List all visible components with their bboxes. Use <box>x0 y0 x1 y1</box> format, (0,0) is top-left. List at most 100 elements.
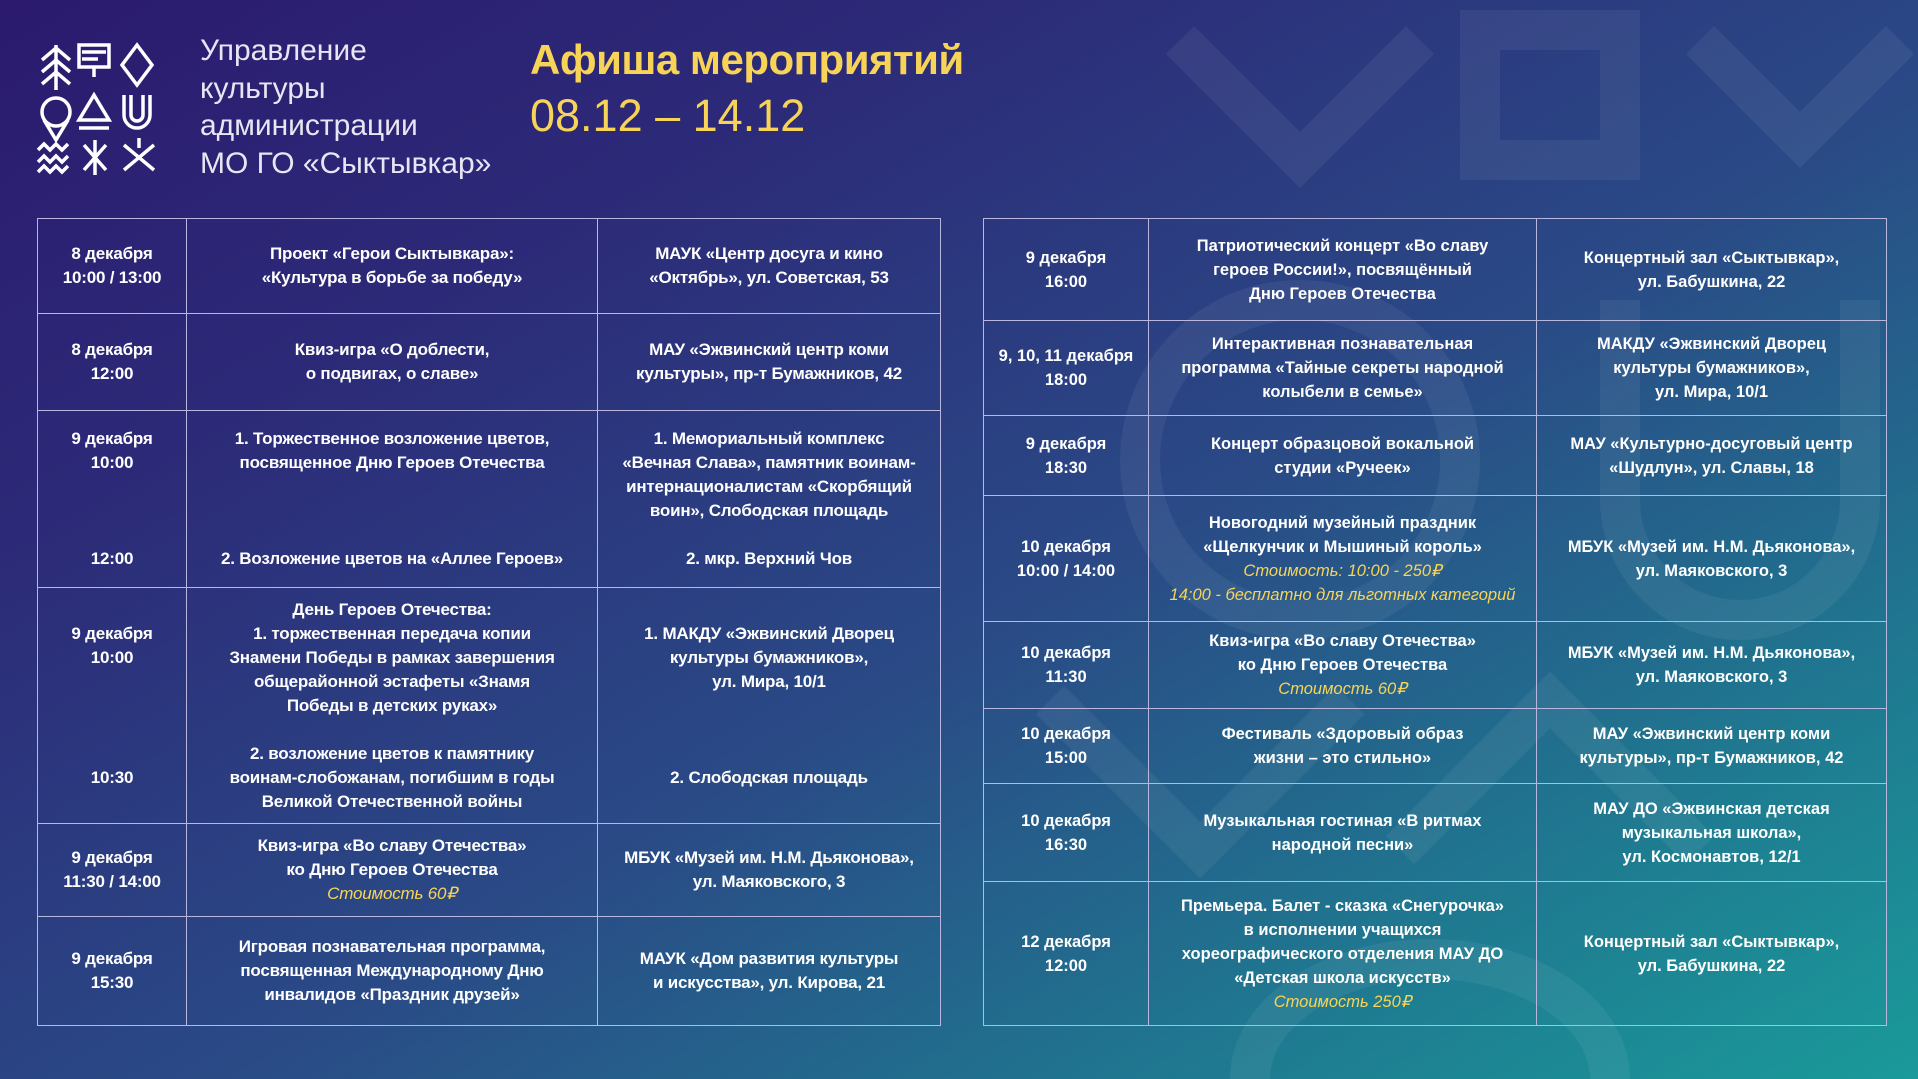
cell-line: «Щелкунчик и Мышиный король» <box>1203 537 1482 556</box>
cell-line: 1. торжественная передача копии <box>253 623 531 643</box>
cell-line: ко Дню Героев Отечества <box>1237 656 1448 674</box>
cell-line: Великой Отечественной войны <box>261 791 523 811</box>
cell-line: студии «Ручеек» <box>1274 458 1411 477</box>
org-line: Управление <box>200 34 367 67</box>
cell-line: музыкальная школа», <box>1621 823 1802 842</box>
table-row: 9 декабря 15:30 Игровая познавательная про… <box>37 916 941 1026</box>
date-time-cell: 9 декабря 18:30 <box>983 415 1149 496</box>
cell-line: 9, 10, 11 декабря <box>998 347 1134 365</box>
cell-line: 10:00 / 13:00 <box>62 268 162 287</box>
event-cell: Музыкальная гостиная «В ритмах народной п… <box>1148 783 1537 882</box>
venue-cell: 1. Мемориальный комплекс «Вечная Слава», … <box>597 410 941 588</box>
cell-line: героев России!», посвящённый <box>1213 260 1472 279</box>
cell-line: программа «Тайные секреты народной <box>1181 359 1504 377</box>
venue-cell: МАУ «Культурно-досуговый центр «Шудлун», … <box>1536 415 1887 496</box>
events-table-right: 9 декабря 16:00 Патриотический концерт «Во… <box>983 218 1887 1026</box>
venue-cell: 1. МАКДУ «Эжвинский Дворец культуры бумаж… <box>597 587 941 824</box>
cell-line <box>604 790 934 814</box>
cell-line: ул. Бабушкина, 22 <box>1637 272 1786 291</box>
cell-line: Фестиваль «Здоровый образ <box>1221 725 1464 743</box>
cell-line <box>604 598 934 622</box>
date-time-cell: 8 декабря 12:00 <box>37 313 187 411</box>
date-time-cell: 9 декабря 10:00 10:30 <box>37 587 187 824</box>
cell-line: 16:30 <box>1044 835 1088 854</box>
org-line: администрации <box>200 109 418 142</box>
cell-line: 9 декабря <box>1025 434 1107 453</box>
cell-line: жизни – это стильно» <box>1253 749 1432 767</box>
date-range: 08.12 – 14.12 <box>530 90 806 141</box>
date-time-cell: 9, 10, 11 декабря 18:00 <box>983 320 1149 416</box>
price-note: Стоимость 60₽ <box>1278 680 1407 698</box>
cell-line: 2. мкр. Верхний Чов <box>685 549 853 568</box>
cell-line: Дню Героев Отечества <box>1249 284 1436 303</box>
table-row: 10 декабря 10:00 / 14:00 Новогодний музейн… <box>983 495 1887 622</box>
price-note: Стоимость 250₽ <box>1273 992 1412 1011</box>
cell-line: Квиз-игра «Во славу Отечества» <box>257 836 527 855</box>
organization-name: Управление культуры администрации МО ГО … <box>200 32 491 182</box>
org-line: МО ГО «Сыктывкар» <box>200 146 492 180</box>
cell-line: 2. Слободская площадь <box>670 767 868 787</box>
cell-line: народной песни» <box>1271 835 1414 854</box>
logo-ornament-icon <box>36 42 156 175</box>
cell-line: Концертный зал «Сыктывкар», <box>1583 932 1840 951</box>
cell-line: 10 декабря <box>1021 811 1111 830</box>
cell-line: «Шудлун», ул. Славы, 18 <box>1609 458 1814 477</box>
venue-cell: МАУ ДО «Эжвинская детская музыкальная шко… <box>1536 783 1887 882</box>
table-row: 8 декабря 12:00 Квиз-игра «О доблести, о по… <box>37 313 941 411</box>
price-note: 14:00 - бесплатно для льготных категорий <box>1169 585 1516 604</box>
table-row: 9 декабря 11:30 / 14:00 Квиз-игра «Во слав… <box>37 823 941 917</box>
event-cell: Квиз-игра «Во славу Отечества» ко Дню Гер… <box>1148 621 1537 709</box>
table-row: 8 декабря 10:00 / 13:00 Проект «Герои Сыкт… <box>37 218 941 314</box>
cell-line: Концертный зал «Сыктывкар», <box>1583 248 1840 267</box>
date-time-cell: 10 декабря 10:00 / 14:00 <box>983 495 1149 622</box>
cell-line: 10:00 <box>90 453 134 472</box>
cell-line <box>44 742 180 766</box>
cell-line: «Вечная Слава», памятник воинам- <box>622 453 916 472</box>
cell-line: 9 декабря <box>71 949 153 968</box>
cell-line: Проект «Герои Сыктывкара»: <box>270 244 514 263</box>
cell-line: 10 декабря <box>1021 537 1111 556</box>
table-row: 10 декабря 15:00 Фестиваль «Здоровый образ… <box>983 708 1887 784</box>
cell-line: «Культура в борьбе за победу» <box>261 268 523 287</box>
events-table-left: 8 декабря 10:00 / 13:00 Проект «Герои Сыкт… <box>37 218 941 1026</box>
venue-cell: МАУ «Эжвинский центр коми культуры», пр-т… <box>597 313 941 411</box>
cell-line <box>193 499 591 523</box>
cell-line: ул. Космонавтов, 12/1 <box>1622 847 1801 866</box>
cell-line <box>44 499 180 523</box>
cell-line: 8 декабря <box>71 340 153 359</box>
cell-line: ко Дню Героев Отечества <box>286 860 498 879</box>
event-cell: Концерт образцовой вокальной студии «Руче… <box>1148 415 1537 496</box>
cell-line: ул. Мира, 10/1 <box>712 671 826 691</box>
cell-line: Концерт образцовой вокальной <box>1210 434 1475 453</box>
venue-cell: Концертный зал «Сыктывкар», ул. Бабушкина… <box>1536 218 1887 321</box>
cell-line: Квиз-игра «О доблести, <box>294 340 490 359</box>
table-row: 9 декабря 16:00 Патриотический концерт «Во… <box>983 218 1887 321</box>
venue-cell: МАУК «Дом развития культуры и искусства»,… <box>597 916 941 1026</box>
event-cell: 1. Торжественное возложение цветов, посвя… <box>186 410 598 588</box>
org-line: культуры <box>200 71 326 105</box>
date-time-cell: 10 декабря 11:30 <box>983 621 1149 709</box>
cell-line: Квиз-игра «Во славу Отечества» <box>1209 632 1476 650</box>
cell-line: МБУК «Музей им. Н.М. Дьяконова», <box>624 848 914 867</box>
table-row: 12 декабря 12:00 Премьера. Балет - сказка … <box>983 881 1887 1026</box>
cell-line: 11:30 <box>1045 668 1087 686</box>
cell-line: 12 декабря <box>1021 932 1111 951</box>
cell-line: 15:30 <box>90 973 134 992</box>
cell-line: 9 декабря <box>71 623 153 643</box>
cell-line: культуры бумажников», <box>1613 359 1810 377</box>
price-note: Стоимость 60₽ <box>327 884 457 903</box>
cell-line: МБУК «Музей им. Н.М. Дьяконова», <box>1567 537 1856 556</box>
cell-line: МАУК «Дом развития культуры <box>639 949 899 968</box>
event-cell: Игровая познавательная программа, посвяще… <box>186 916 598 1026</box>
cell-line: 9 декабря <box>71 429 153 448</box>
date-time-cell: 12 декабря 12:00 <box>983 881 1149 1026</box>
cell-line: «Октябрь», ул. Советская, 53 <box>649 268 889 287</box>
cell-line: 9 декабря <box>71 848 153 867</box>
cell-line: МБУК «Музей им. Н.М. Дьяконова», <box>1567 644 1856 662</box>
price-note: Стоимость: 10:00 - 250₽ <box>1243 561 1442 580</box>
cell-line: 9 декабря <box>1025 248 1107 267</box>
event-cell: Фестиваль «Здоровый образ жизни – это сти… <box>1148 708 1537 784</box>
venue-cell: МАУК «Центр досуга и кино «Октябрь», ул. … <box>597 218 941 314</box>
cell-line: 2. возложение цветов к памятнику <box>249 743 535 763</box>
table-row: 10 декабря 16:30 Музыкальная гостиная «В р… <box>983 783 1887 882</box>
